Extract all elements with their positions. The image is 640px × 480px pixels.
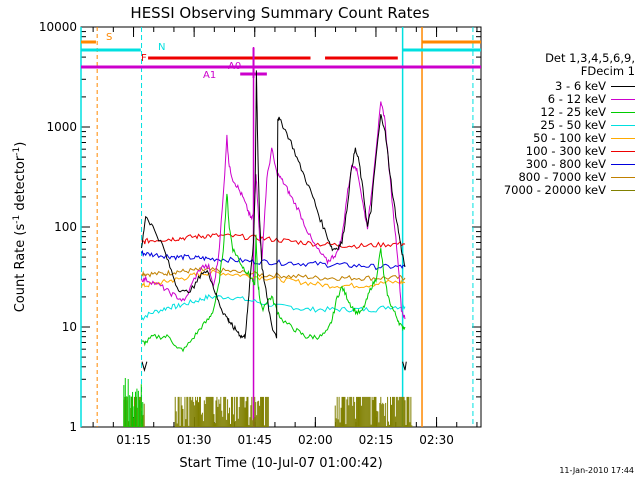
y-axis: 1 10 100 1000 10000 [39,20,481,434]
legend-item: 50 - 100 keV [470,132,635,145]
legend-item: 800 - 7000 keV [470,171,635,184]
footer-timestamp: 11-Jan-2010 17:44 [559,466,634,475]
legend-swatch [611,125,635,126]
legend-label: 12 - 25 keV [540,105,606,119]
legend: Det 1,3,4,5,6,9, FDecim 1 3 - 6 keV 6 - 1… [470,52,635,197]
legend-swatch [611,86,635,87]
legend-label: 100 - 300 keV [525,144,606,158]
legend-swatch [611,177,635,178]
y-axis-label-sup2: -1 [12,147,22,156]
legend-swatch [611,151,635,152]
legend-label: 300 - 800 keV [525,157,606,171]
legend-swatch [611,112,635,113]
legend-label: 800 - 7000 keV [518,170,606,184]
series-line [141,249,406,271]
legend-item: 7000 - 20000 keV [470,184,635,197]
legend-header-line2: FDecim 1 [580,64,635,78]
x-tick-label: 02:00 [298,433,333,447]
series-line [141,233,406,250]
x-tick-label: 02:30 [419,433,454,447]
high-energy-noise [123,377,413,427]
instrument-state-bars: S NF A0 A1 [80,27,481,427]
legend-item: 3 - 6 keV [470,80,635,93]
series-floor [402,361,407,371]
legend-swatch [611,190,635,191]
y-tick-label: 10 [62,320,77,334]
series-lines [141,70,407,373]
x-axis: 01:15 01:30 01:45 02:00 02:15 02:30 [92,27,478,447]
night-label: N [158,42,165,53]
x-tick-label: 01:30 [177,433,212,447]
chart-title: HESSI Observing Summary Count Rates [130,4,429,22]
saa-label: S [106,32,112,43]
legend-label: 6 - 12 keV [547,92,606,106]
y-tick-label: 1 [69,420,77,434]
legend-swatch [611,138,635,139]
x-tick-label: 01:45 [237,433,272,447]
legend-header-line1: Det 1,3,4,5,6,9, [545,51,635,65]
flare-label: F [141,53,147,64]
y-tick-label: 1000 [46,120,77,134]
attenuator-a1-label: A1 [203,70,216,81]
series-line [141,193,406,353]
y-axis-label: Count Rate (s-1 detector-1) [12,142,28,313]
plot-frame [80,26,482,428]
legend-label: 50 - 100 keV [533,131,606,145]
series-line [141,293,406,321]
legend-swatch [611,99,635,100]
attenuator-a0-label: A0 [228,61,241,72]
legend-item: 25 - 50 keV [470,119,635,132]
x-tick-label: 02:15 [359,433,394,447]
series-line [141,269,406,289]
legend-label: 3 - 6 keV [555,79,606,93]
legend-swatch [611,164,635,165]
legend-item: 300 - 800 keV [470,158,635,171]
y-tick-label: 10000 [39,20,77,34]
series-floor [141,361,148,373]
x-axis-label: Start Time (10-Jul-07 01:00:42) [179,456,382,471]
series-line [141,70,406,339]
legend-item: 6 - 12 keV [470,93,635,106]
x-tick-label: 01:15 [116,433,151,447]
y-axis-label-sup1: -1 [12,215,22,224]
legend-label: 25 - 50 keV [540,118,606,132]
legend-label: 7000 - 20000 keV [503,183,606,197]
legend-item: 12 - 25 keV [470,106,635,119]
legend-item: 100 - 300 keV [470,145,635,158]
y-tick-label: 100 [54,220,77,234]
